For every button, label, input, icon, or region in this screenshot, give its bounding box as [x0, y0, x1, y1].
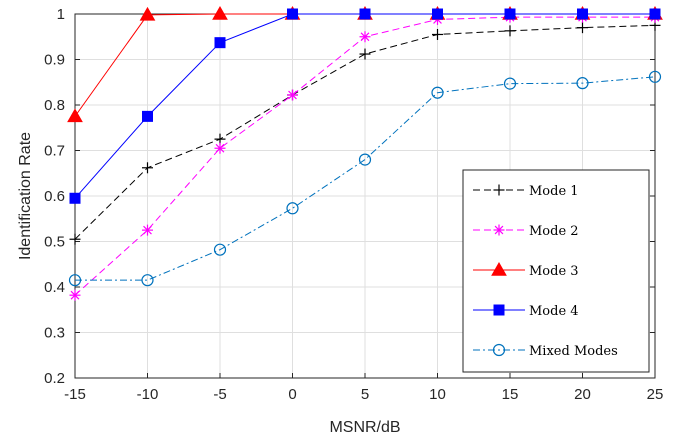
x-tick-label: 15 [502, 386, 519, 403]
x-tick-label: 20 [574, 386, 591, 403]
data-point [139, 6, 156, 21]
data-point [577, 8, 588, 20]
marker-stroke [288, 90, 297, 100]
legend-item: Mode 3 [473, 261, 579, 279]
legend-item: Mode 4 [473, 304, 579, 319]
data-point [69, 289, 81, 301]
y-tick-label: 0.3 [44, 325, 65, 342]
y-tick-label: 0.4 [44, 279, 65, 296]
legend-marker [491, 261, 507, 276]
data-point [358, 153, 372, 166]
y-tick-label: 0.9 [44, 52, 65, 69]
legend-item: Mode 2 [473, 224, 579, 239]
data-point [142, 162, 153, 174]
legend-marker [493, 304, 505, 316]
x-tick-label: -10 [137, 386, 159, 403]
marker-stroke [360, 32, 370, 42]
legend-marker [493, 224, 505, 236]
legend-marker [492, 343, 506, 357]
series-group [67, 5, 663, 301]
y-tick-label: 0.5 [44, 234, 65, 251]
series-mode-1 [69, 19, 661, 245]
legend-label: Mode 3 [529, 264, 579, 279]
data-point [649, 8, 661, 20]
data-point [68, 274, 82, 287]
data-point [141, 274, 154, 287]
data-point [286, 202, 299, 215]
data-point [287, 89, 298, 101]
data-point [432, 8, 443, 20]
y-axis-title: Identification Rate [17, 132, 34, 260]
legend-item: Mixed Modes [473, 343, 618, 359]
axes: -15 -10 -5 0 5 10 15 20 25 0.2 0.3 0.4 0.5 0.6 0.7 0.8 0… [44, 6, 663, 403]
data-point [214, 142, 226, 154]
y-tick-label: 0.6 [44, 188, 65, 205]
data-point [504, 25, 516, 37]
y-tick-label: 1 [57, 6, 65, 23]
data-point [648, 70, 662, 83]
data-point [432, 28, 443, 40]
legend-item: Mode 1 [473, 184, 579, 199]
data-point [359, 8, 371, 20]
data-point [212, 5, 228, 20]
legend-label: Mixed Modes [529, 344, 618, 359]
legend-label: Mode 4 [529, 304, 579, 319]
data-point [287, 8, 298, 20]
x-tick-label: -15 [64, 386, 86, 403]
legend-label: Mode 1 [529, 184, 579, 199]
data-point [577, 22, 588, 34]
y-tick-label: 0.7 [44, 143, 65, 160]
marker-stroke [143, 225, 152, 235]
series-line [75, 76, 656, 281]
series-mode-4 [69, 8, 661, 204]
x-tick-label: 10 [429, 386, 446, 403]
data-point [67, 108, 83, 123]
x-axis-title: MSNR/dB [329, 419, 400, 436]
data-point [359, 31, 371, 43]
x-tick-label: 5 [361, 386, 369, 403]
legend-label: Mode 2 [529, 224, 579, 239]
marker-stroke [70, 290, 80, 300]
data-point [142, 224, 153, 236]
legend-marker [493, 184, 505, 196]
x-tick-label: 0 [288, 386, 296, 403]
data-point [431, 86, 444, 99]
data-point [503, 77, 517, 90]
data-point [359, 48, 371, 60]
data-point [69, 233, 81, 245]
data-point [576, 77, 589, 90]
y-tick-label: 0.2 [44, 370, 65, 387]
series-mixed-modes [68, 70, 662, 287]
data-point [142, 110, 153, 122]
data-point [214, 37, 226, 49]
data-point [69, 192, 81, 204]
legend: Mode 1 Mode 2 Mode 3 Mode 4 Mixed Modes [462, 169, 650, 373]
x-tick-label: 25 [647, 386, 664, 403]
y-tick-label: 0.8 [44, 97, 65, 114]
marker-stroke [494, 225, 504, 235]
data-point [504, 8, 516, 20]
marker-stroke [215, 143, 225, 153]
data-point [213, 243, 227, 256]
x-tick-label: -5 [213, 386, 226, 403]
